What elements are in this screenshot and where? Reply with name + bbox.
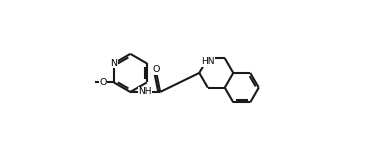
- Text: NH: NH: [139, 87, 152, 96]
- Text: O: O: [153, 65, 160, 74]
- Text: HN: HN: [201, 57, 214, 66]
- Text: N: N: [110, 59, 117, 68]
- Text: O: O: [99, 78, 107, 87]
